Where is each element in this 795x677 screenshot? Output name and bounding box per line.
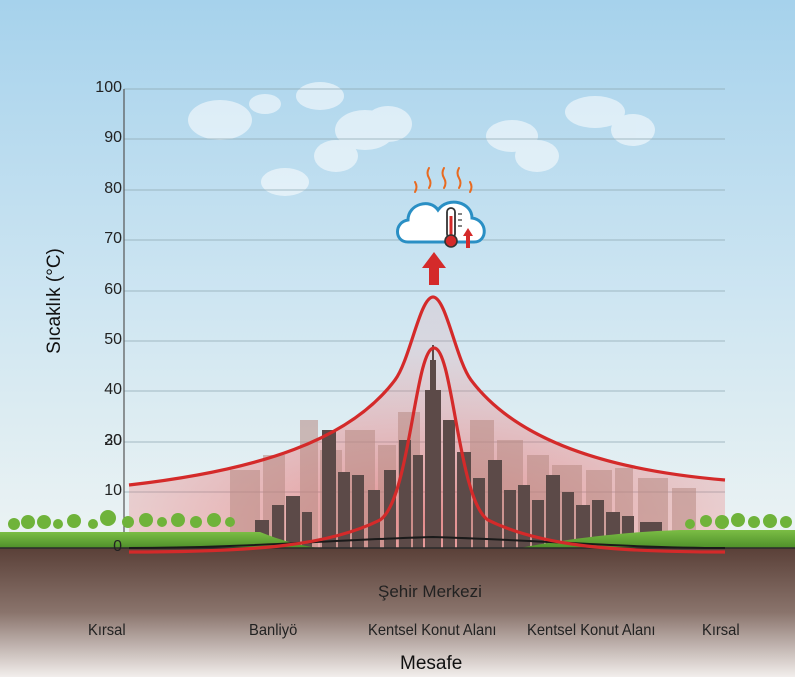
y-tick-30: 30 [104,432,122,449]
right-trees [685,513,792,529]
skyline-front [255,345,662,548]
cloud-thermometer-icon [396,167,486,248]
category-rural-right: Kırsal [702,622,740,639]
outer-temperature-curve [128,295,726,487]
left-grass [0,532,320,548]
category-urban-residential-left: Kentsel Konut Alanı [368,622,497,639]
y-tick-90: 90 [104,129,122,146]
y-tick-100: 100 [95,79,122,96]
background-clouds [188,82,655,196]
category-rural-left: Kırsal [88,622,126,639]
y-tick-40: 40 [104,381,122,398]
category-suburb: Banliyö [249,622,298,639]
inner-temperature-curve [128,346,726,554]
y-axis-label: Sıcaklık (°C) [44,248,65,354]
y-tick-50: 50 [104,331,122,348]
y-tick-20: 20 [104,432,122,449]
x-axis-label: Mesafe [400,653,463,674]
ground-mound [128,535,726,549]
y-tick-60: 60 [104,281,122,298]
y-tick-0: 0 [113,538,122,555]
left-trees [8,510,235,530]
category-urban-residential-right: Kentsel Konut Alanı [527,622,656,639]
city-center-label: Şehir Merkezi [378,582,482,601]
ground-soil [0,548,795,677]
up-arrow-icon [422,252,446,285]
y-tick-10: 10 [104,482,122,499]
y-tick-70: 70 [104,230,122,247]
y-tick-80: 80 [104,180,122,197]
